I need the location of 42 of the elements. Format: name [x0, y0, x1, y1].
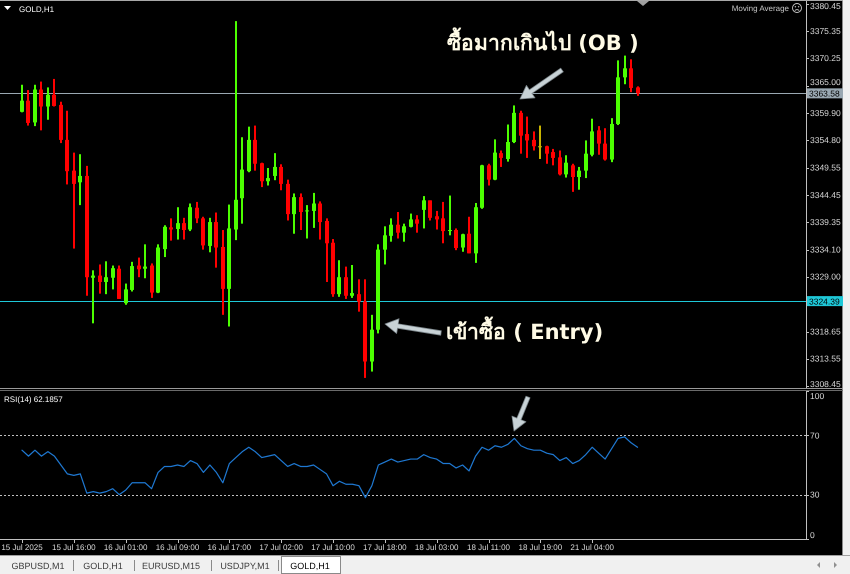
y-tick-label: 30: [810, 490, 820, 500]
x-tick-label: 18 Jul 03:00: [414, 543, 460, 552]
y-tick-label: 3349.55: [810, 162, 841, 173]
y-tick-label: 3344.45: [810, 190, 841, 200]
text: GBPUSD,M1: [11, 561, 65, 571]
text: GOLD,H1: [290, 561, 330, 571]
y-tick-label: 3354.80: [810, 134, 841, 145]
x-tick-label: 17 Jul 10:00: [311, 543, 356, 552]
chart-title: RSI(14) 62.1857: [4, 395, 64, 404]
annotation: ซื้อมากเกินไป (OB ): [447, 27, 639, 55]
text: GOLD,H1: [83, 561, 123, 571]
y-tick-label: 3334.10: [810, 244, 841, 255]
ref-line-label: 3363.58: [809, 88, 840, 99]
y-tick-label: 3380.45: [810, 1, 841, 11]
y-tick-label: 3339.35: [810, 216, 841, 227]
y-tick-label: 3308.45: [810, 379, 841, 389]
x-tick-label: 21 Jul 04:00: [570, 543, 615, 552]
y-tick-label: 70: [810, 430, 820, 440]
x-tick-label: 15 Jul 2025: [1, 543, 44, 552]
text: USDJPY,M1: [220, 561, 270, 571]
x-tick-label: 17 Jul 18:00: [363, 543, 408, 552]
y-tick-label: 3313.55: [810, 354, 841, 364]
y-tick-label: 3375.35: [810, 26, 841, 36]
text: EURUSD,M15: [142, 561, 200, 571]
y-tick-label: 3359.90: [810, 108, 841, 118]
text: GOLD,H1: [19, 5, 55, 14]
x-tick-label: 16 Jul 01:00: [104, 543, 148, 552]
y-tick-label: 3329.00: [810, 272, 841, 282]
x-tick-label: 16 Jul 09:00: [156, 543, 200, 552]
x-tick-label: 18 Jul 11:00: [467, 543, 511, 552]
x-tick-label: 15 Jul 16:00: [52, 543, 96, 552]
y-tick-label: 3318.65: [810, 326, 841, 337]
y-tick-label: 3365.00: [810, 76, 841, 87]
x-tick-label: 17 Jul 02:00: [259, 543, 304, 552]
annotation: Moving Average: [732, 4, 790, 13]
y-tick-label: 100: [810, 391, 824, 401]
x-tick-label: 16 Jul 17:00: [208, 543, 252, 552]
y-tick-label: 3370.25: [810, 52, 841, 63]
ref-line-label: 3324.39: [809, 296, 840, 306]
x-tick-label: 18 Jul 19:00: [518, 543, 563, 552]
annotation: เข้าซื้อ ( Entry): [446, 316, 604, 344]
y-tick-label: 0: [810, 530, 815, 540]
